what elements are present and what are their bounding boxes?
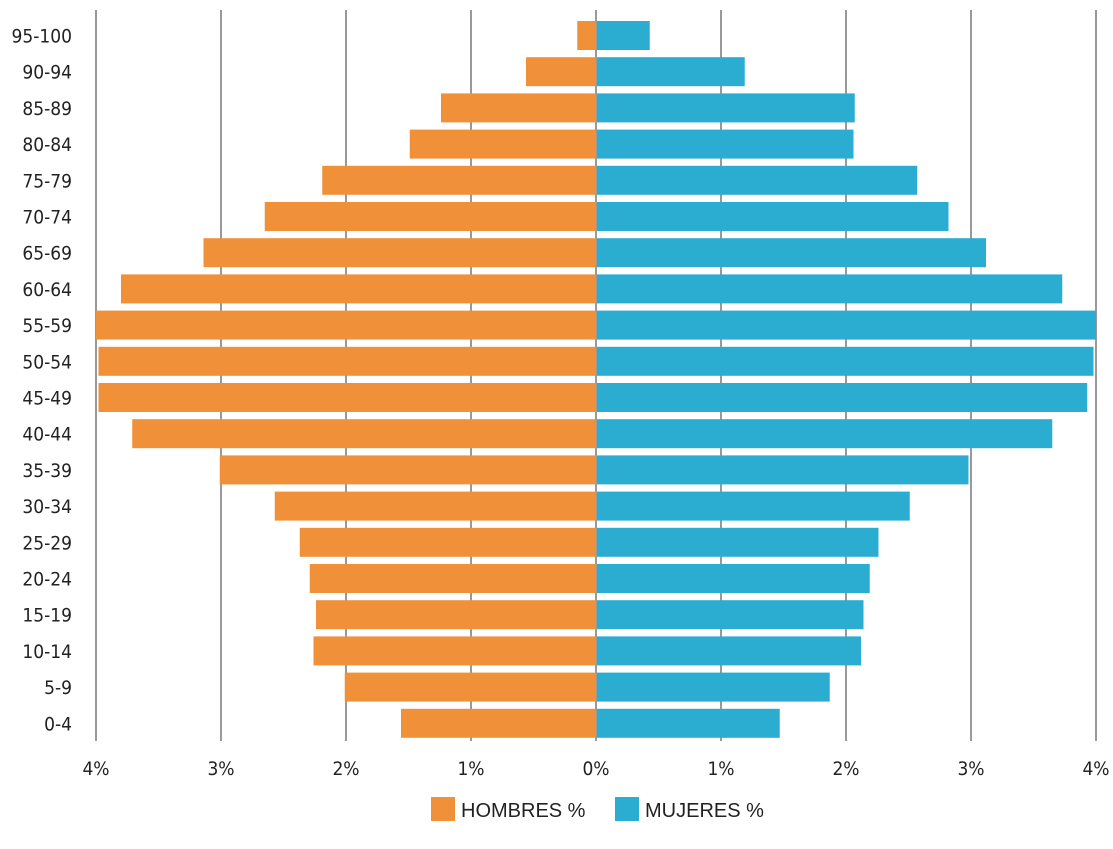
legend-swatch-mujeres xyxy=(615,797,639,821)
y-tick-label: 20-24 xyxy=(22,569,72,591)
bar-hombres-65-69 xyxy=(203,238,596,268)
y-tick-label: 10-14 xyxy=(22,641,72,663)
bar-mujeres-55-59 xyxy=(597,310,1096,340)
x-tick-label: 0% xyxy=(582,758,609,780)
bar-hombres-70-74 xyxy=(264,202,596,231)
bar-hombres-5-9 xyxy=(344,672,596,702)
bar-hombres-25-29 xyxy=(299,527,596,557)
y-tick-label: 40-44 xyxy=(22,424,72,446)
bars xyxy=(96,21,1096,738)
y-tick-label: 95-100 xyxy=(11,26,72,48)
x-tick-label: 2% xyxy=(832,758,859,780)
legend-label-hombres: HOMBRES % xyxy=(461,800,586,822)
bar-hombres-55-59 xyxy=(96,310,596,340)
y-tick-label: 70-74 xyxy=(22,207,72,229)
legend-label-mujeres: MUJERES % xyxy=(645,800,764,822)
bar-hombres-75-79 xyxy=(322,165,596,195)
y-tick-label: 5-9 xyxy=(44,677,72,699)
y-tick-label: 60-64 xyxy=(22,279,72,301)
y-tick-label: 55-59 xyxy=(22,315,72,337)
bar-hombres-95-100 xyxy=(577,21,596,50)
bar-hombres-80-84 xyxy=(409,129,596,159)
x-tick-label: 3% xyxy=(207,758,234,780)
bar-hombres-90-94 xyxy=(526,57,596,87)
bar-mujeres-75-79 xyxy=(597,165,918,195)
bar-mujeres-50-54 xyxy=(597,346,1094,376)
bar-mujeres-70-74 xyxy=(597,202,949,231)
y-tick-label: 15-19 xyxy=(22,605,72,627)
bar-hombres-0-4 xyxy=(401,708,596,738)
y-tick-label: 50-54 xyxy=(22,351,72,373)
y-tick-label: 35-39 xyxy=(22,460,72,482)
bar-mujeres-5-9 xyxy=(597,672,830,702)
y-tick-label: 45-49 xyxy=(22,388,72,410)
bar-mujeres-40-44 xyxy=(597,419,1053,449)
legend: HOMBRES % MUJERES % xyxy=(431,797,764,822)
x-tick-label: 1% xyxy=(707,758,734,780)
bar-mujeres-45-49 xyxy=(597,383,1088,412)
x-tick-label: 2% xyxy=(332,758,359,780)
y-tick-label: 80-84 xyxy=(22,134,72,156)
bar-mujeres-0-4 xyxy=(597,708,780,738)
y-tick-label: 30-34 xyxy=(22,496,72,518)
bar-mujeres-85-89 xyxy=(597,93,855,123)
x-tick-label: 4% xyxy=(1082,758,1109,780)
bar-hombres-10-14 xyxy=(313,636,596,666)
bar-mujeres-35-39 xyxy=(597,455,969,485)
y-tick-label: 85-89 xyxy=(22,98,72,120)
legend-swatch-hombres xyxy=(431,797,455,821)
x-tick-label: 4% xyxy=(82,758,109,780)
bar-mujeres-90-94 xyxy=(597,57,745,87)
bar-hombres-60-64 xyxy=(121,274,596,304)
bar-hombres-35-39 xyxy=(219,455,596,485)
x-axis-labels: 4% 3% 2% 1% 0% 1% 2% 3% 4% xyxy=(82,758,1109,780)
y-tick-label: 25-29 xyxy=(22,532,72,554)
bar-hombres-50-54 xyxy=(98,346,596,376)
bar-mujeres-65-69 xyxy=(597,238,986,268)
y-axis-labels: 95-100 90-94 85-89 80-84 75-79 70-74 65-69 60-6… xyxy=(11,26,72,736)
y-tick-label: 0-4 xyxy=(44,713,72,735)
bar-mujeres-80-84 xyxy=(597,129,854,159)
bar-mujeres-30-34 xyxy=(597,491,910,521)
bar-mujeres-10-14 xyxy=(597,636,861,666)
y-tick-label: 75-79 xyxy=(22,170,72,192)
y-tick-label: 65-69 xyxy=(22,243,72,265)
bar-mujeres-15-19 xyxy=(597,600,864,630)
bar-hombres-40-44 xyxy=(132,419,596,449)
bar-mujeres-25-29 xyxy=(597,527,879,557)
bar-mujeres-20-24 xyxy=(597,564,870,593)
bar-mujeres-60-64 xyxy=(597,274,1063,304)
bar-hombres-20-24 xyxy=(309,564,596,593)
x-tick-label: 1% xyxy=(457,758,484,780)
y-tick-label: 90-94 xyxy=(22,62,72,84)
bar-mujeres-95-100 xyxy=(597,21,650,50)
bar-hombres-45-49 xyxy=(98,383,596,412)
bar-hombres-30-34 xyxy=(274,491,596,521)
bar-hombres-15-19 xyxy=(316,600,596,630)
x-tick-label: 3% xyxy=(957,758,984,780)
bar-hombres-85-89 xyxy=(441,93,596,123)
